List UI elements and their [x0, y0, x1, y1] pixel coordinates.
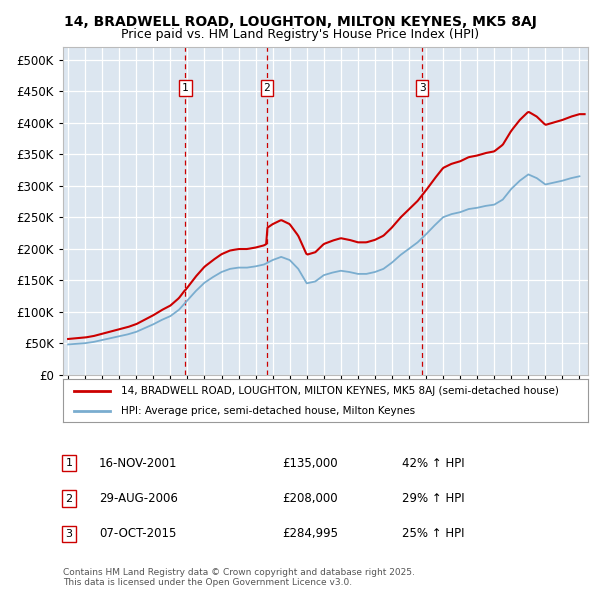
Text: Price paid vs. HM Land Registry's House Price Index (HPI): Price paid vs. HM Land Registry's House … — [121, 28, 479, 41]
Text: 25% ↑ HPI: 25% ↑ HPI — [402, 527, 464, 540]
Text: 29-AUG-2006: 29-AUG-2006 — [99, 492, 178, 505]
Text: 29% ↑ HPI: 29% ↑ HPI — [402, 492, 464, 505]
Text: Contains HM Land Registry data © Crown copyright and database right 2025.
This d: Contains HM Land Registry data © Crown c… — [63, 568, 415, 587]
Text: 14, BRADWELL ROAD, LOUGHTON, MILTON KEYNES, MK5 8AJ (semi-detached house): 14, BRADWELL ROAD, LOUGHTON, MILTON KEYN… — [121, 386, 559, 396]
Text: 1: 1 — [65, 458, 73, 468]
Text: 2: 2 — [65, 494, 73, 503]
Text: 07-OCT-2015: 07-OCT-2015 — [99, 527, 176, 540]
Text: 16-NOV-2001: 16-NOV-2001 — [99, 457, 178, 470]
Text: 42% ↑ HPI: 42% ↑ HPI — [402, 457, 464, 470]
Text: 3: 3 — [419, 83, 425, 93]
Text: £135,000: £135,000 — [282, 457, 338, 470]
Text: £208,000: £208,000 — [282, 492, 338, 505]
Text: 2: 2 — [263, 83, 270, 93]
Text: 1: 1 — [182, 83, 189, 93]
Text: 14, BRADWELL ROAD, LOUGHTON, MILTON KEYNES, MK5 8AJ: 14, BRADWELL ROAD, LOUGHTON, MILTON KEYN… — [64, 15, 536, 29]
Text: HPI: Average price, semi-detached house, Milton Keynes: HPI: Average price, semi-detached house,… — [121, 407, 415, 416]
Text: £284,995: £284,995 — [282, 527, 338, 540]
Text: 3: 3 — [65, 529, 73, 539]
